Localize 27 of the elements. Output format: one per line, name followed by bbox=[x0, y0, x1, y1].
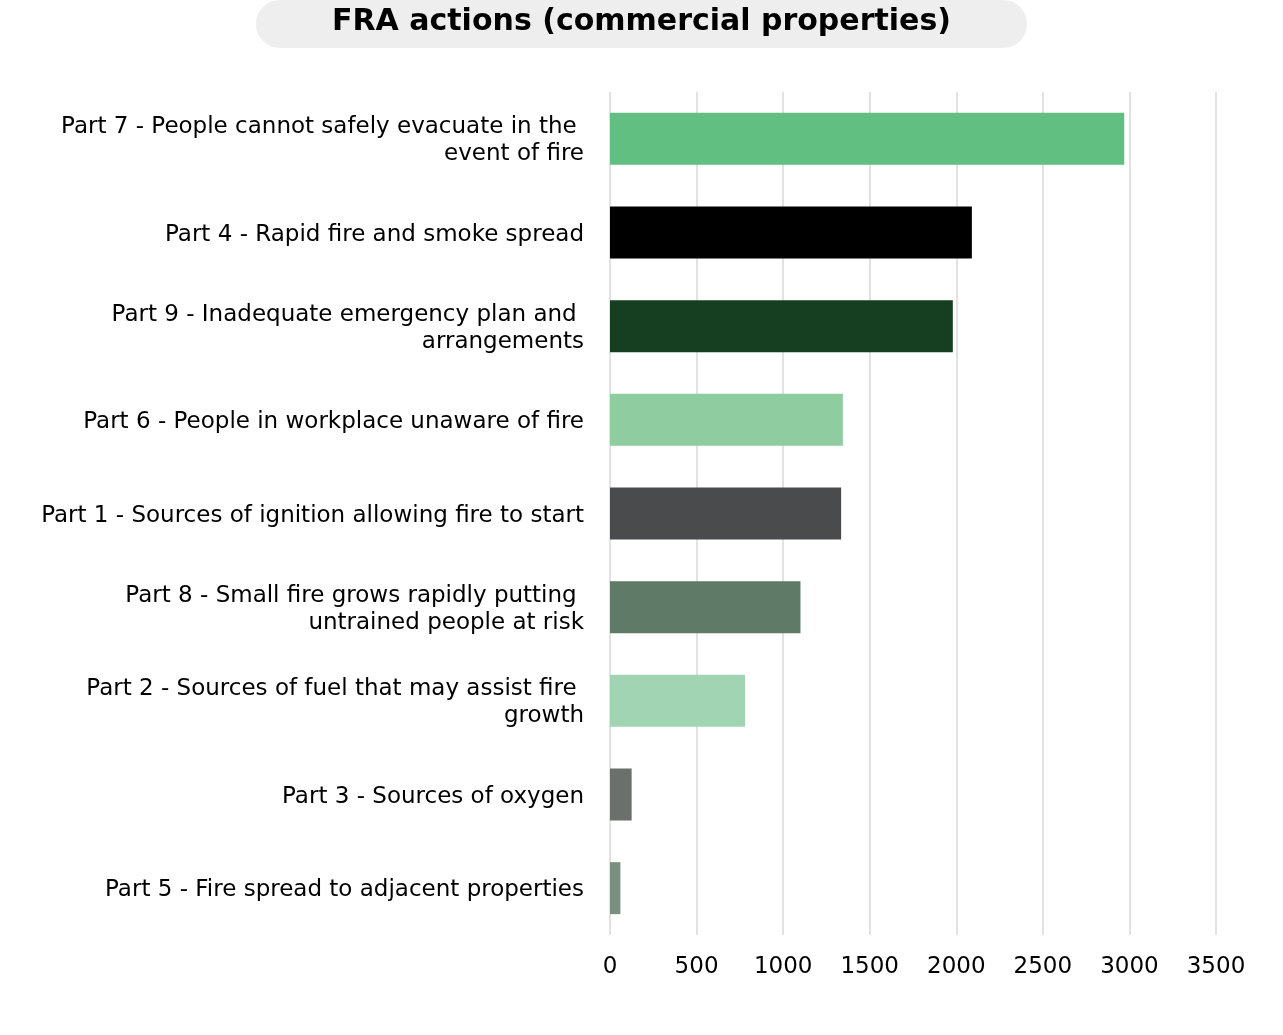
x-tick-label: 500 bbox=[674, 951, 719, 978]
chart-title: FRA actions (commercial properties) bbox=[331, 1, 952, 37]
y-tick-label: Part 7 - People cannot safely evacuate in the event of fire bbox=[61, 112, 584, 166]
bar bbox=[610, 487, 842, 540]
x-tick-label: 1500 bbox=[840, 951, 899, 978]
bar bbox=[610, 862, 621, 915]
x-tick-label: 2500 bbox=[1013, 951, 1073, 978]
bar bbox=[610, 112, 1125, 165]
x-tick-label: 0 bbox=[602, 951, 618, 978]
y-tick-label: Part 2 - Sources of fuel that may assist fire growth bbox=[86, 674, 584, 728]
bar bbox=[610, 300, 953, 353]
x-tick-label: 3000 bbox=[1100, 951, 1159, 978]
x-tick-label: 1000 bbox=[753, 951, 813, 978]
y-tick-label: Part 8 - Small fire grows rapidly putting untrained people at risk bbox=[125, 580, 585, 634]
bar bbox=[610, 393, 843, 446]
y-tick-label: Part 9 - Inadequate emergency plan and arrangements bbox=[111, 299, 584, 353]
bar bbox=[610, 674, 746, 727]
bar bbox=[610, 206, 972, 259]
y-tick-label: Part 3 - Sources of oxygen bbox=[282, 781, 584, 808]
y-tick-label: Part 1 - Sources of ignition allowing fire to start bbox=[41, 500, 584, 527]
y-tick-label: Part 5 - Fire spread to adjacent properties bbox=[105, 875, 584, 902]
bar bbox=[610, 768, 632, 821]
x-tick-label: 2000 bbox=[927, 951, 986, 978]
bar bbox=[610, 581, 801, 634]
x-tick-label: 3500 bbox=[1186, 951, 1246, 978]
y-tick-label: Part 4 - Rapid fire and smoke spread bbox=[164, 219, 584, 246]
y-tick-label: Part 6 - People in workplace unaware of fire bbox=[83, 406, 584, 433]
